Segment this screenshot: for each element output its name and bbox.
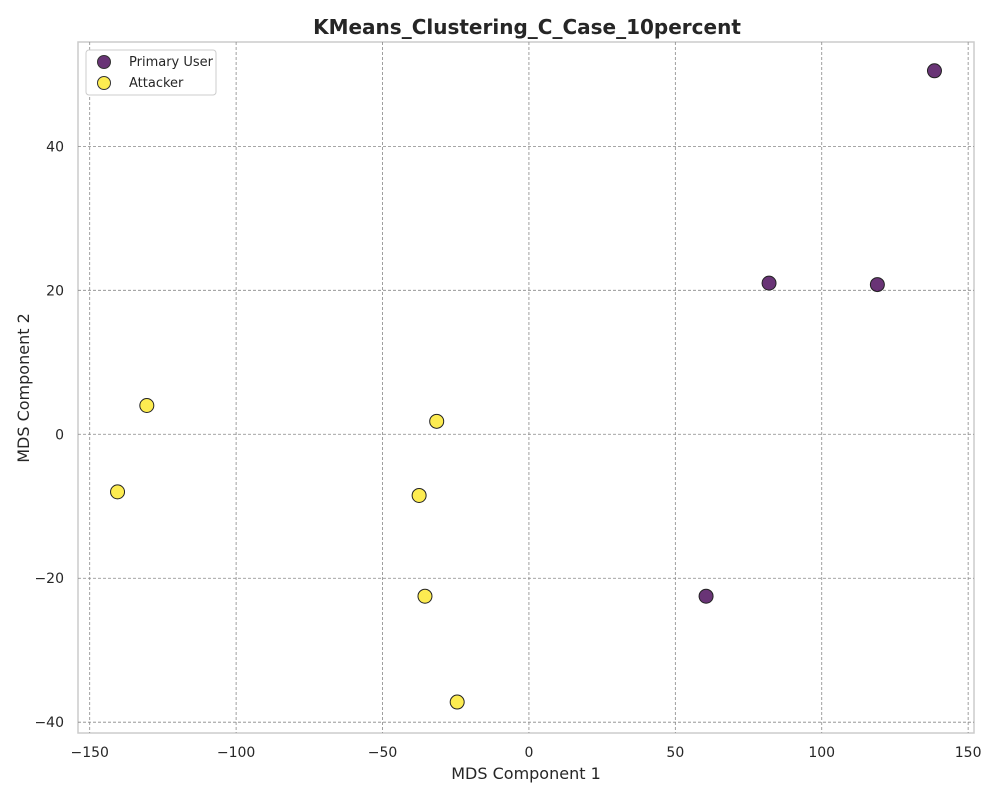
y-tick-label: 40 — [46, 139, 64, 155]
x-tick-label: 50 — [666, 745, 684, 761]
data-point-attacker — [110, 484, 126, 500]
legend-label-attacker: Attacker — [129, 76, 184, 91]
legend: Primary User Attacker — [85, 49, 217, 96]
x-tick-label: −50 — [368, 745, 398, 761]
chart-title: KMeans_Clustering_C_Case_10percent — [313, 15, 741, 39]
x-tick-label: 0 — [524, 745, 533, 761]
legend-box — [85, 49, 217, 96]
legend-marker-primary-user — [97, 55, 111, 69]
tick-labels: −150 −100 −50 0 50 100 150 −40 −20 0 20 40 — [34, 139, 981, 761]
plot-area — [77, 41, 975, 734]
y-tick-label: 0 — [55, 427, 64, 443]
data-point-primary-user — [926, 63, 942, 79]
data-point-primary-user — [869, 277, 885, 293]
legend-label-primary-user: Primary User — [129, 55, 214, 70]
y-tick-label: −20 — [34, 571, 64, 587]
data-point-attacker — [449, 694, 465, 710]
data-points — [110, 63, 942, 710]
legend-marker-attacker — [97, 76, 111, 90]
data-point-attacker — [429, 413, 445, 429]
x-tick-label: 100 — [808, 745, 835, 761]
data-point-primary-user — [761, 275, 777, 291]
y-tick-label: −40 — [34, 715, 64, 731]
y-axis-label: MDS Component 2 — [14, 313, 33, 463]
grid-lines — [78, 42, 974, 733]
x-tick-label: 150 — [955, 745, 982, 761]
data-point-attacker — [139, 397, 155, 413]
x-axis-label: MDS Component 1 — [451, 764, 601, 783]
data-point-attacker — [417, 588, 433, 604]
data-point-primary-user — [698, 588, 714, 604]
y-tick-label: 20 — [46, 283, 64, 299]
x-tick-label: −150 — [70, 745, 108, 761]
data-point-attacker — [411, 487, 427, 503]
x-tick-label: −100 — [217, 745, 255, 761]
